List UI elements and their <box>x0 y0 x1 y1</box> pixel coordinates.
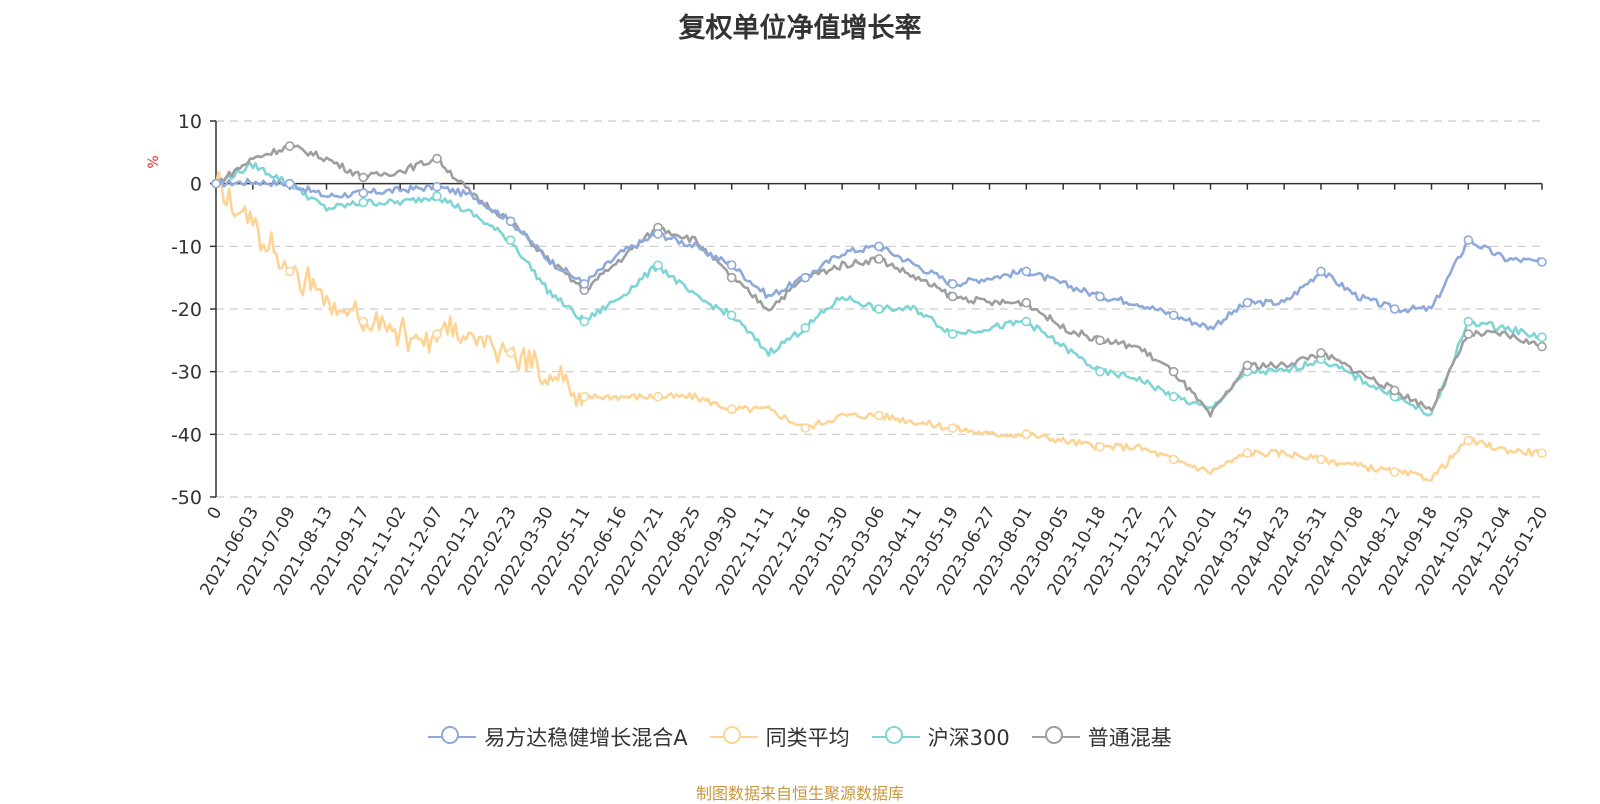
data-point <box>874 304 884 314</box>
y-axis: 10 0 -10 -20 -30 -40 -50 <box>171 111 217 509</box>
y-tick-label: -30 <box>171 362 202 384</box>
legend-marker-icon <box>1031 725 1080 749</box>
source-note: 制图数据来自恒生聚源数据库 <box>695 784 904 803</box>
data-point <box>432 191 442 201</box>
legend-item[interactable]: 沪深300 <box>871 722 1010 752</box>
data-point <box>358 197 369 208</box>
data-point <box>432 153 442 164</box>
x-tick-label: 0 <box>204 504 227 523</box>
data-point <box>1095 442 1105 452</box>
data-point <box>947 279 958 289</box>
data-point <box>1242 448 1253 458</box>
data-point <box>432 329 442 339</box>
y-tick-label: 10 <box>178 111 202 133</box>
data-point <box>1021 266 1032 277</box>
legend-item[interactable]: 普通混基 <box>1031 722 1172 752</box>
data-point <box>653 229 663 239</box>
data-point <box>1168 454 1179 465</box>
data-point <box>1537 332 1547 343</box>
data-point <box>579 279 590 289</box>
data-point <box>1463 235 1474 245</box>
legend-item[interactable]: 易方达稳健增长混合A <box>428 722 688 752</box>
data-point <box>800 272 811 283</box>
data-point <box>1316 348 1326 358</box>
y-tick-label: -50 <box>171 487 202 509</box>
data-point <box>726 310 737 321</box>
data-point <box>1168 391 1179 402</box>
data-point <box>358 172 369 183</box>
series-lines <box>211 141 1547 482</box>
legend: 易方达稳健增长混合A 同类平均 沪深300 普通混基 <box>0 722 1600 752</box>
data-point <box>947 423 958 433</box>
data-point <box>1316 266 1326 277</box>
legend-marker-icon <box>709 725 758 749</box>
data-point <box>800 322 811 333</box>
data-point <box>947 329 958 339</box>
data-point <box>1021 297 1032 308</box>
legend-label: 普通混基 <box>1087 726 1172 750</box>
data-point <box>1389 467 1400 477</box>
data-point <box>1316 454 1326 465</box>
data-point <box>874 410 884 421</box>
data-point <box>505 235 516 245</box>
data-point <box>1095 291 1105 302</box>
data-point <box>579 391 590 402</box>
y-tick-label: 0 <box>190 174 202 196</box>
data-point <box>726 272 737 283</box>
data-point <box>1463 435 1474 446</box>
data-point <box>653 391 663 402</box>
y-tick-label: -10 <box>171 236 202 258</box>
data-point <box>284 178 295 189</box>
data-point <box>1537 448 1547 458</box>
data-point <box>358 316 369 327</box>
y-axis-unit: % <box>146 155 162 168</box>
y-tick-label: -20 <box>171 299 202 321</box>
data-point <box>579 316 590 327</box>
data-point <box>1168 366 1179 377</box>
data-point <box>1537 257 1547 267</box>
data-point <box>1021 316 1032 327</box>
legend-marker-icon <box>871 725 920 749</box>
data-point <box>1242 360 1253 371</box>
legend-label: 易方达稳健增长混合A <box>484 726 688 750</box>
data-point <box>1021 429 1032 440</box>
data-point <box>1168 310 1179 321</box>
chart-title: 复权单位净值增长率 <box>678 13 922 44</box>
data-point <box>874 241 884 252</box>
data-point <box>653 260 663 270</box>
data-point <box>726 404 737 415</box>
data-point <box>1095 366 1105 377</box>
y-tick-label: -40 <box>171 424 202 446</box>
data-point <box>1389 385 1400 396</box>
data-point <box>800 423 811 433</box>
legend-label: 同类平均 <box>765 726 850 750</box>
data-point <box>211 178 221 189</box>
data-point <box>284 266 295 277</box>
legend-marker-icon <box>428 725 477 749</box>
data-point <box>505 216 516 227</box>
legend-label: 沪深300 <box>927 726 1010 750</box>
legend-item[interactable]: 同类平均 <box>709 722 850 752</box>
data-point <box>947 291 958 302</box>
data-point <box>1389 304 1400 314</box>
data-point <box>726 260 737 270</box>
data-point <box>1537 341 1547 352</box>
data-point <box>1095 335 1105 346</box>
data-point <box>1242 297 1253 308</box>
data-point <box>505 348 516 358</box>
data-point <box>432 182 442 192</box>
data-point <box>1463 316 1474 327</box>
data-point <box>284 141 295 151</box>
data-point <box>1463 329 1474 339</box>
data-point <box>874 254 884 264</box>
data-point <box>358 188 369 198</box>
